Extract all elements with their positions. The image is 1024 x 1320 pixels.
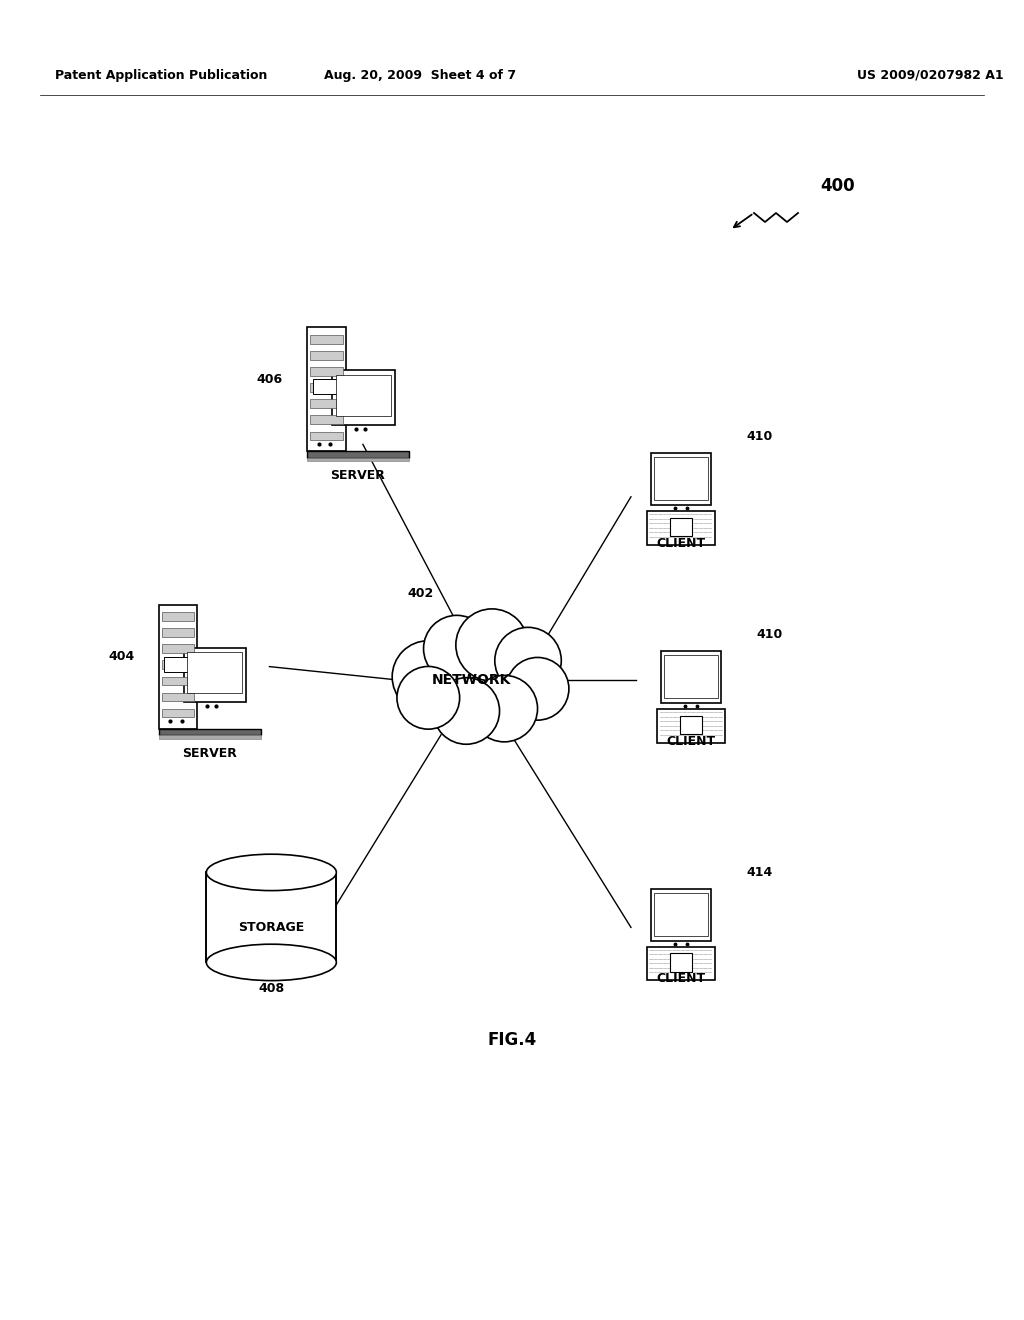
FancyBboxPatch shape <box>680 715 702 734</box>
Text: 406: 406 <box>257 372 283 385</box>
Text: 414: 414 <box>745 866 772 879</box>
FancyBboxPatch shape <box>665 655 718 698</box>
FancyBboxPatch shape <box>310 335 342 343</box>
Ellipse shape <box>207 854 336 891</box>
FancyBboxPatch shape <box>670 953 692 972</box>
FancyBboxPatch shape <box>332 371 394 425</box>
FancyBboxPatch shape <box>654 457 708 500</box>
FancyBboxPatch shape <box>162 677 195 685</box>
FancyBboxPatch shape <box>654 892 708 936</box>
Text: SERVER: SERVER <box>182 747 237 759</box>
Text: US 2009/0207982 A1: US 2009/0207982 A1 <box>857 69 1004 82</box>
Text: 410: 410 <box>745 430 772 444</box>
Text: Aug. 20, 2009  Sheet 4 of 7: Aug. 20, 2009 Sheet 4 of 7 <box>324 69 516 82</box>
FancyBboxPatch shape <box>159 735 261 738</box>
Text: 400: 400 <box>820 177 855 195</box>
FancyBboxPatch shape <box>162 644 195 653</box>
FancyBboxPatch shape <box>336 375 391 416</box>
FancyBboxPatch shape <box>165 656 191 672</box>
FancyBboxPatch shape <box>162 709 195 718</box>
FancyBboxPatch shape <box>162 660 195 669</box>
FancyBboxPatch shape <box>310 416 342 424</box>
Text: Patent Application Publication: Patent Application Publication <box>55 69 267 82</box>
FancyBboxPatch shape <box>207 873 336 962</box>
FancyBboxPatch shape <box>162 612 195 620</box>
Text: 404: 404 <box>109 651 134 663</box>
Text: 408: 408 <box>258 982 285 995</box>
Text: CLIENT: CLIENT <box>667 735 716 748</box>
FancyBboxPatch shape <box>662 651 721 704</box>
Circle shape <box>392 640 465 713</box>
Text: CLIENT: CLIENT <box>656 537 706 550</box>
Circle shape <box>495 627 561 694</box>
Text: 410: 410 <box>756 628 782 642</box>
FancyBboxPatch shape <box>310 432 342 441</box>
Ellipse shape <box>395 640 547 719</box>
FancyBboxPatch shape <box>647 946 715 981</box>
FancyBboxPatch shape <box>162 628 195 636</box>
Text: SERVER: SERVER <box>331 470 385 482</box>
Text: 402: 402 <box>408 587 434 599</box>
FancyBboxPatch shape <box>310 367 342 376</box>
FancyBboxPatch shape <box>657 709 725 743</box>
FancyBboxPatch shape <box>310 351 342 359</box>
Ellipse shape <box>207 944 336 981</box>
FancyBboxPatch shape <box>183 648 246 702</box>
Circle shape <box>506 657 569 721</box>
FancyBboxPatch shape <box>651 888 711 941</box>
Text: STORAGE: STORAGE <box>239 921 304 935</box>
FancyBboxPatch shape <box>159 729 261 735</box>
Circle shape <box>456 609 528 681</box>
Circle shape <box>424 615 490 682</box>
FancyBboxPatch shape <box>307 327 346 451</box>
Circle shape <box>433 677 500 744</box>
FancyBboxPatch shape <box>307 458 410 461</box>
FancyBboxPatch shape <box>647 511 715 545</box>
FancyBboxPatch shape <box>310 400 342 408</box>
Circle shape <box>397 667 460 729</box>
Text: FIG.4: FIG.4 <box>487 1031 537 1049</box>
FancyBboxPatch shape <box>313 379 340 395</box>
FancyBboxPatch shape <box>310 383 342 392</box>
Circle shape <box>471 676 538 742</box>
FancyBboxPatch shape <box>187 652 243 693</box>
Text: NETWORK: NETWORK <box>431 673 511 686</box>
FancyBboxPatch shape <box>159 605 197 729</box>
Text: CLIENT: CLIENT <box>656 973 706 986</box>
FancyBboxPatch shape <box>162 693 195 701</box>
FancyBboxPatch shape <box>651 453 711 506</box>
FancyBboxPatch shape <box>307 451 410 458</box>
FancyBboxPatch shape <box>670 517 692 536</box>
